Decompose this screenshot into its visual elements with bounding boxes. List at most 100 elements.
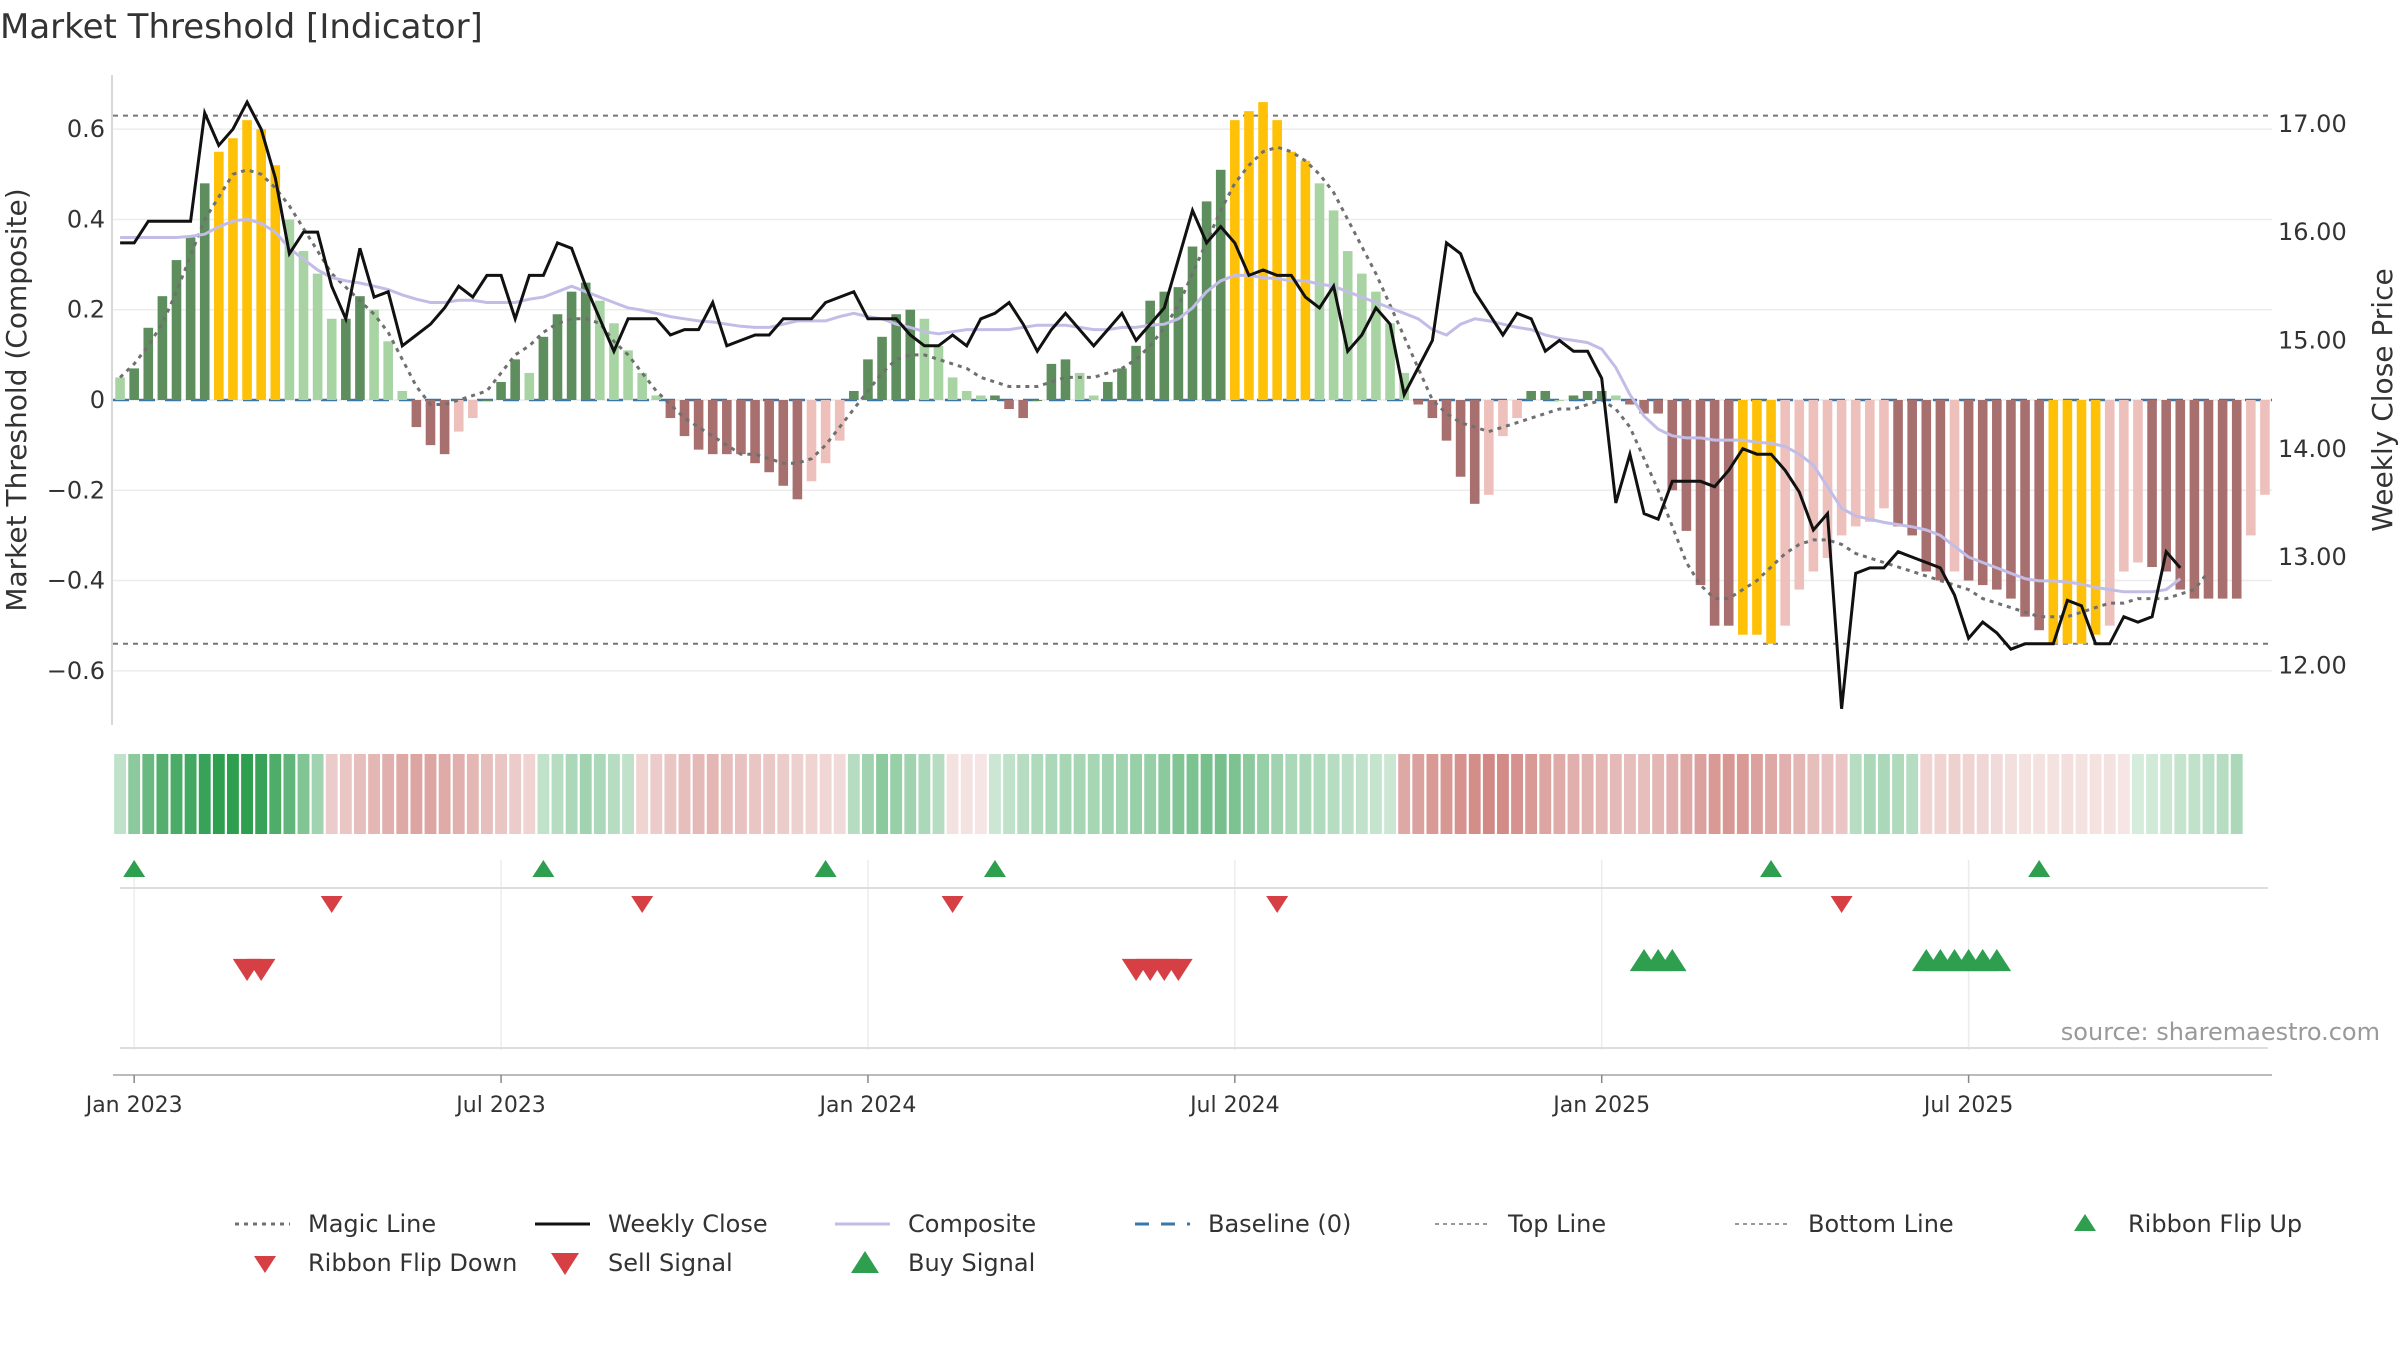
ribbon-cell xyxy=(1849,754,1862,834)
ribbon-cell xyxy=(2160,754,2173,834)
composite-bar xyxy=(2231,400,2242,599)
y-tick-label: 0.4 xyxy=(67,205,105,233)
composite-bar xyxy=(115,377,125,400)
y2-tick-label: 12.00 xyxy=(2278,651,2347,679)
composite-bar xyxy=(1427,400,1438,419)
legend-label: Baseline (0) xyxy=(1208,1210,1351,1238)
ribbon-cell xyxy=(735,754,747,834)
legend-item: Baseline (0) xyxy=(1135,1210,1351,1238)
composite-bar xyxy=(1173,287,1184,400)
composite-bar xyxy=(693,400,704,450)
composite-bar xyxy=(538,336,549,400)
y-tick-label: −0.6 xyxy=(47,657,105,685)
ribbon-cell xyxy=(255,754,268,834)
ribbon-cell xyxy=(368,754,380,834)
composite-bar xyxy=(1244,111,1254,400)
composite-bar xyxy=(482,400,492,401)
ribbon-cell xyxy=(1468,754,1481,834)
ribbon-cell xyxy=(622,754,634,834)
ribbon-cell xyxy=(438,754,451,834)
composite-bar xyxy=(1371,291,1381,400)
composite-bar xyxy=(1879,400,1889,509)
legend-swatch xyxy=(254,1256,276,1273)
ribbon-cell xyxy=(551,754,564,834)
composite-bar xyxy=(2048,400,2059,644)
ribbon-cell xyxy=(946,754,959,834)
ribbon-cell xyxy=(1172,754,1185,834)
composite-bar xyxy=(1258,102,1268,400)
ribbon-cell xyxy=(1892,754,1904,834)
ribbon-flip-down-marker xyxy=(1830,896,1853,913)
composite-bar xyxy=(2133,400,2143,563)
composite-bar xyxy=(1639,400,1649,414)
ribbon-cell xyxy=(805,754,818,834)
ribbon-cell xyxy=(664,754,677,834)
ribbon-cell xyxy=(1835,754,1848,834)
composite-bar xyxy=(1992,400,2002,590)
ribbon-cell xyxy=(1440,754,1453,834)
ribbon-cell xyxy=(1680,754,1693,834)
legend-item: Sell Signal xyxy=(551,1249,733,1277)
composite-bar xyxy=(1653,400,1663,414)
ribbon-flip-up-marker xyxy=(983,860,1006,877)
composite-bar xyxy=(1201,201,1212,400)
ribbon-cell xyxy=(1454,754,1467,834)
composite-bar xyxy=(1963,400,1974,581)
ribbon-cell xyxy=(1087,754,1100,834)
ribbon-cell xyxy=(1751,754,1763,834)
composite-bar xyxy=(834,400,845,441)
ribbon-cell xyxy=(1821,754,1834,834)
y2-tick-label: 16.00 xyxy=(2278,218,2347,246)
composite-bar xyxy=(1088,395,1099,400)
ribbon-cell xyxy=(720,754,733,834)
composite-bar xyxy=(1314,183,1325,400)
composite-bar xyxy=(2104,400,2115,626)
composite-bar xyxy=(2203,400,2214,599)
ribbon-cell xyxy=(410,754,423,834)
ribbon-cell xyxy=(227,754,239,834)
composite-bar xyxy=(214,151,224,400)
composite-bar xyxy=(1766,400,1776,644)
composite-bar xyxy=(1540,390,1551,400)
ribbon-cell xyxy=(819,754,832,834)
ribbon-cell xyxy=(932,754,945,834)
composite-bar xyxy=(750,400,760,464)
legend-item: Composite xyxy=(835,1210,1036,1238)
ribbon-cell xyxy=(1228,754,1241,834)
composite-bar xyxy=(707,400,718,455)
composite-bar xyxy=(1780,400,1790,626)
ribbon-flip-up-marker xyxy=(814,860,837,877)
ribbon-cell xyxy=(2216,754,2229,834)
x-tick-label: Jan 2024 xyxy=(817,1093,916,1118)
ribbon-cell xyxy=(354,754,366,834)
x-tick-label: Jul 2024 xyxy=(1188,1093,1280,1118)
ribbon-cell xyxy=(241,754,253,834)
ribbon-cell xyxy=(1370,754,1382,834)
composite-bar xyxy=(1836,400,1847,536)
ribbon-cell xyxy=(1355,754,1368,834)
composite-bar xyxy=(1455,400,1466,477)
composite-bar xyxy=(1596,390,1607,400)
ribbon-cell xyxy=(1722,754,1735,834)
ribbon-cell xyxy=(1948,754,1961,834)
ribbon-cell xyxy=(1736,754,1749,834)
ribbon-cell xyxy=(2146,754,2158,834)
ribbon-cell xyxy=(1511,754,1523,834)
composite-bar xyxy=(1949,400,1960,572)
ribbon-cell xyxy=(2230,754,2243,834)
ribbon-cell xyxy=(114,754,126,834)
ribbon-cell xyxy=(1200,754,1213,834)
composite-bar xyxy=(2260,400,2270,495)
ribbon-cell xyxy=(1313,754,1326,834)
ribbon-cell xyxy=(1214,754,1227,834)
legend-item: Ribbon Flip Up xyxy=(2074,1210,2302,1238)
ribbon-cell xyxy=(2188,754,2201,834)
ribbon-flip-down-marker xyxy=(631,896,654,913)
composite-bar xyxy=(171,260,182,400)
composite-bar xyxy=(2217,400,2228,599)
ribbon-cell xyxy=(325,754,338,834)
composite-bar xyxy=(1046,363,1057,400)
composite-bar xyxy=(1074,372,1085,400)
composite-bar xyxy=(1526,390,1536,400)
